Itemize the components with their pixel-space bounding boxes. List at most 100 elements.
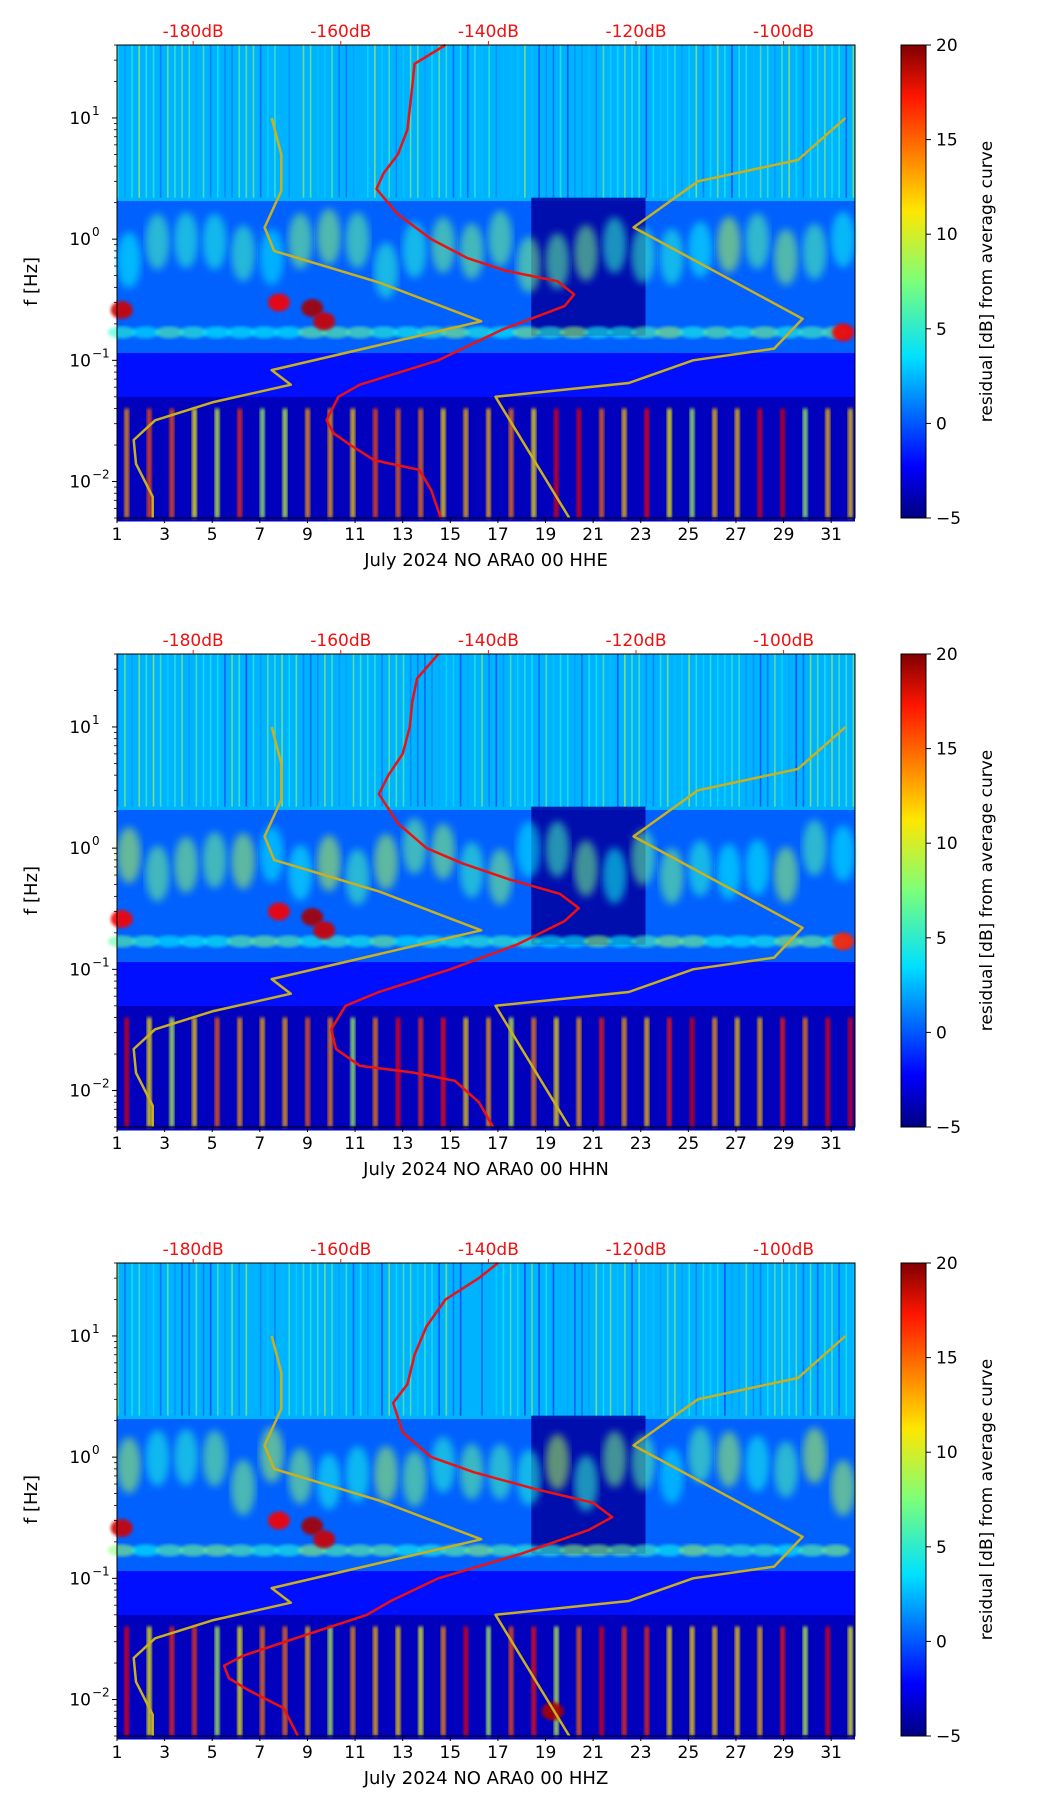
hf-stripe (416, 1263, 419, 1416)
microseism-band (798, 935, 827, 948)
hf-stripe (666, 1263, 669, 1416)
hf-stripe (245, 1263, 248, 1416)
hf-stripe (531, 654, 533, 807)
colorbar-gradient (900, 1262, 927, 1737)
microseism-band (298, 1544, 327, 1557)
hf-stripe (452, 1263, 455, 1416)
heatmap-row (117, 1483, 855, 1488)
lp-spike (463, 1626, 469, 1736)
heatmap-row (117, 738, 855, 743)
median-psd-line (222, 1262, 614, 1737)
microseism-blob (545, 1434, 570, 1491)
heatmap-row (117, 1006, 855, 1011)
hf-stripe (381, 1263, 383, 1416)
heatmap-row (117, 850, 855, 855)
heatmap-row (117, 313, 855, 318)
hf-stripe (831, 654, 833, 807)
hf-stripe (724, 1263, 726, 1416)
lp-spike (372, 1626, 378, 1736)
hf-stripe (366, 1263, 369, 1416)
hf-stripe (238, 1263, 241, 1416)
hf-stripe (759, 45, 762, 198)
hf-stripe (766, 1263, 769, 1416)
lp-spike (712, 408, 718, 518)
heatmap-row (117, 754, 855, 759)
x-tick-label: 23 (630, 1743, 652, 1763)
hf-stripe (324, 654, 326, 807)
heatmap-row (117, 882, 855, 887)
heatmap-row (117, 802, 855, 807)
hf-stripe (316, 45, 319, 198)
x-tick-label: 19 (535, 1743, 557, 1763)
microseism-band (322, 326, 351, 339)
microseism-band (202, 935, 231, 948)
hf-stripe (231, 45, 233, 198)
heatmap-row (117, 377, 855, 382)
heatmap-row (117, 145, 855, 150)
heatmap-row (117, 1515, 855, 1520)
heatmap-row (117, 814, 855, 819)
hf-stripe (852, 45, 855, 198)
heatmap-row (117, 389, 855, 394)
colorbar: −5 0 5 10 15 20 residual [dB] from average cur… (900, 1254, 997, 1747)
heatmap-row (117, 1491, 855, 1496)
y-tick-label: 10 (69, 351, 91, 371)
lp-spike (327, 1626, 333, 1736)
microseism-band (679, 935, 708, 948)
hot-spot (832, 323, 855, 342)
lp-spike (644, 1626, 650, 1736)
x-tick-label: 7 (254, 1134, 265, 1154)
top-db-label: -120dB (605, 22, 666, 42)
lp-spike (169, 408, 175, 518)
heatmap-row (117, 1583, 855, 1588)
y-tick-label: 10 (69, 473, 91, 493)
microseism-blob (716, 1431, 741, 1488)
hf-stripe (838, 654, 840, 807)
hf-stripe (738, 654, 740, 807)
hf-stripe (266, 1263, 269, 1416)
hot-spot (832, 932, 855, 951)
heatmap-row (117, 397, 855, 402)
lp-spike (191, 1626, 197, 1736)
colorbar-tick-label: 10 (936, 834, 958, 854)
heatmap-row (117, 1351, 855, 1356)
lp-spike (847, 1626, 853, 1736)
heatmap-row (117, 373, 855, 378)
hf-stripe (724, 654, 726, 807)
lp-spike (576, 1626, 582, 1736)
microseism-blob (459, 841, 484, 898)
heatmap-row (117, 658, 855, 663)
microseism-band (750, 326, 779, 339)
x-tick-label: 23 (630, 525, 652, 545)
microseism-blob (345, 1446, 370, 1503)
lp-spike (644, 408, 650, 518)
heatmap-row (117, 806, 855, 811)
x-tick-label: 29 (773, 1743, 795, 1763)
lp-spike (237, 1626, 243, 1736)
hf-stripe (452, 45, 455, 198)
hf-stripe (745, 45, 748, 198)
y-tick-label: 10 (69, 1082, 91, 1102)
colorbar-tick-label: 15 (936, 740, 958, 760)
microseism-band (393, 935, 422, 948)
hot-spot (301, 299, 324, 318)
hf-stripe (638, 45, 640, 198)
heatmap-row (117, 1619, 855, 1624)
heatmap-row (117, 1315, 855, 1320)
heatmap-row (117, 1395, 855, 1400)
hf-stripe (652, 45, 655, 198)
hf-stripe (224, 654, 226, 807)
y-tick-exponent: 0 (92, 1443, 100, 1457)
heatmap-row (117, 133, 855, 138)
lp-spike (802, 408, 808, 518)
microseism-blob (488, 210, 513, 267)
lp-spike (327, 1017, 333, 1127)
hf-stripe (552, 1263, 555, 1416)
hot-spot (267, 1511, 290, 1530)
hf-stripe (595, 654, 598, 807)
heatmap-row (117, 722, 855, 727)
heatmap-row (117, 321, 855, 326)
hf-stripe (802, 654, 805, 807)
lp-spike (440, 1017, 446, 1127)
heatmap-row (117, 1419, 855, 1424)
